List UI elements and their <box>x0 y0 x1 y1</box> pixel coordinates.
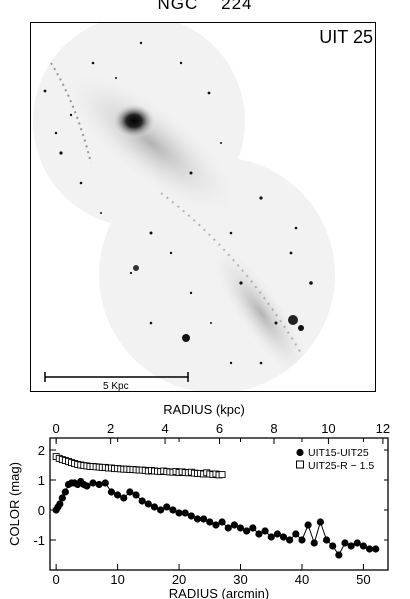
data-point-series-1 <box>372 545 380 553</box>
data-point-series-1 <box>187 512 195 520</box>
data-point-series-1 <box>144 500 152 508</box>
data-point-series-1 <box>359 542 368 550</box>
data-point-series-1 <box>132 491 140 499</box>
data-point-series-1 <box>255 530 263 538</box>
y-tick-label: -1 <box>33 533 45 548</box>
legend-marker-series-2 <box>296 460 304 469</box>
y-tick-label: 0 <box>38 503 45 518</box>
data-point-series-1 <box>249 524 257 532</box>
data-point-series-1 <box>224 524 232 532</box>
x-tick-label: 0 <box>53 572 60 587</box>
data-point-series-1 <box>347 542 355 550</box>
figure-title: NGC 224 <box>157 0 253 13</box>
data-point-series-1 <box>120 494 128 502</box>
data-point-series-1 <box>261 527 269 535</box>
color-profile-chart: RADIUS (kpc) RADIUS (arcmin) COLOR (mag)… <box>7 402 390 599</box>
legend: UIT15-UIT25 UIT25-R − 1.5 <box>296 447 374 472</box>
x-tick-label: 20 <box>172 572 186 587</box>
data-point-series-1 <box>298 536 306 544</box>
data-point-series-1 <box>353 539 361 547</box>
data-point-series-1 <box>56 500 64 508</box>
data-point-series-1 <box>101 479 109 487</box>
data-point-series-1 <box>279 533 288 541</box>
legend-label-series-2: UIT25-R − 1.5 <box>308 460 374 472</box>
data-point-series-1 <box>175 509 183 517</box>
data-point-series-1 <box>286 536 294 544</box>
y-tick-label: 1 <box>38 473 45 488</box>
galaxy-image-panel: UIT 25 5 Kpc <box>30 22 376 392</box>
data-point-series-1 <box>169 506 177 514</box>
data-point-series-1 <box>58 494 66 502</box>
data-point-series-1 <box>83 482 91 490</box>
scale-bar-label: 5 Kpc <box>103 381 129 392</box>
x-tick-label: 10 <box>110 572 124 587</box>
data-point-series-1 <box>329 542 337 550</box>
x-tick-label: 40 <box>295 572 309 587</box>
x-top-tick-label: 4 <box>161 421 168 436</box>
data-point-series-1 <box>218 518 226 526</box>
x-axis-label: RADIUS (arcmin) <box>169 586 269 599</box>
series-line-1 <box>55 480 376 556</box>
data-point-series-1 <box>193 515 202 523</box>
x-tick-label: 30 <box>233 572 247 587</box>
x-top-tick-label: 6 <box>216 421 223 436</box>
x-top-tick-label: 0 <box>53 421 60 436</box>
data-point-series-1 <box>200 515 208 523</box>
x-top-tick-label: 10 <box>321 421 335 436</box>
data-point-series-1 <box>322 536 331 544</box>
data-point-series-1 <box>212 521 220 529</box>
plot-frame <box>49 437 389 571</box>
x-top-tick-label: 2 <box>107 421 114 436</box>
data-point-series-1 <box>157 506 165 514</box>
filter-label: UIT 25 <box>319 27 373 47</box>
data-point-series-1 <box>341 539 349 547</box>
data-point-series-1 <box>206 518 214 526</box>
data-point-series-1 <box>267 533 275 541</box>
data-point-series-1 <box>95 480 103 489</box>
data-point-series-1 <box>61 488 69 496</box>
data-point-series-1 <box>114 491 122 499</box>
data-point-series-1 <box>365 545 374 553</box>
data-point-series-1 <box>150 503 159 511</box>
data-point-series-1 <box>163 503 171 511</box>
x-top-tick-label: 12 <box>376 421 390 436</box>
data-point-series-1 <box>236 524 245 532</box>
data-point-series-1 <box>243 527 251 535</box>
data-point-series-1 <box>138 497 146 505</box>
data-point-series-1 <box>107 488 116 496</box>
legend-marker-series-1 <box>296 448 304 457</box>
data-point-series-1 <box>230 521 238 529</box>
y-tick-label: 2 <box>38 443 45 458</box>
top-axis-label: RADIUS (kpc) <box>163 402 245 417</box>
data-point-series-2 <box>218 471 226 479</box>
legend-label-series-1: UIT15-UIT25 <box>308 447 369 459</box>
y-axis-label: COLOR (mag) <box>7 462 22 546</box>
x-tick-label: 50 <box>356 572 370 587</box>
data-point-series-1 <box>89 479 97 487</box>
data-point-series-1 <box>310 539 318 547</box>
data-point-series-1 <box>292 530 300 538</box>
data-point-series-1 <box>335 551 343 559</box>
data-point-series-1 <box>273 530 281 538</box>
data-point-series-1 <box>181 509 189 517</box>
data-point-series-1 <box>126 488 134 496</box>
galaxy-image <box>33 23 335 391</box>
x-top-tick-label: 8 <box>270 421 277 436</box>
data-point-series-1 <box>304 521 312 529</box>
data-point-series-1 <box>316 518 324 526</box>
